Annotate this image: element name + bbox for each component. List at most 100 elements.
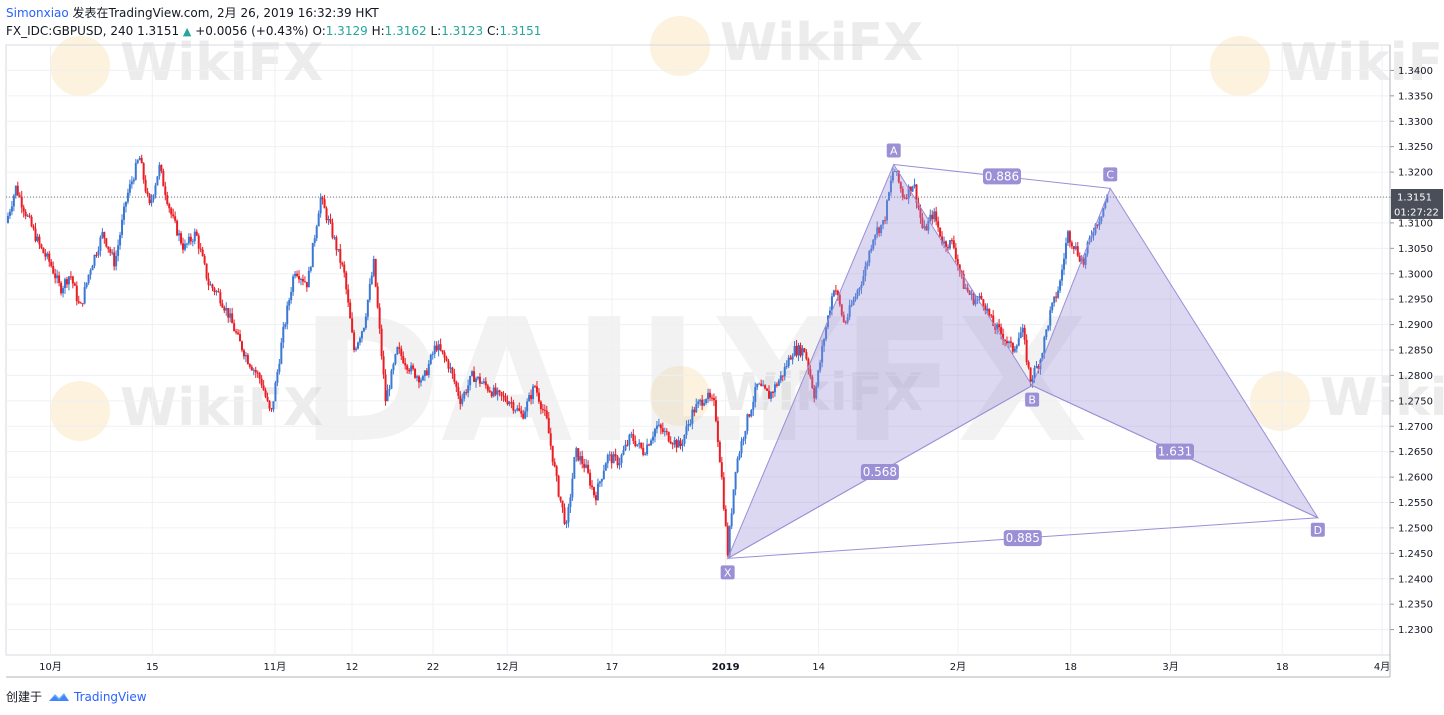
candle-body (486, 385, 489, 391)
candle-up (36, 233, 39, 243)
candle-up (758, 382, 761, 385)
candle-body (130, 181, 133, 185)
candle-body (439, 344, 442, 351)
candle-body (172, 214, 175, 217)
candle-body (573, 457, 576, 479)
candle-body (854, 296, 857, 300)
candle-up (736, 456, 739, 474)
candle-down (199, 242, 202, 253)
candle-up (423, 370, 426, 382)
candle-up (740, 437, 743, 458)
harmonic-pattern[interactable]: 0.886 0.568 1.631 0.885 X A B C D (720, 143, 1325, 580)
candle-body (162, 170, 165, 187)
candle-down (166, 191, 169, 206)
y-tick-label: 1.2450 (1398, 549, 1433, 560)
candle-down (781, 375, 784, 382)
candle-body (577, 448, 580, 461)
candle-up (860, 281, 863, 294)
candle-down (349, 298, 352, 319)
candle-body (1057, 290, 1060, 298)
candle-body (1070, 242, 1073, 247)
candle-body (290, 291, 293, 301)
candle-body (355, 348, 358, 351)
candle-up (317, 210, 320, 227)
candle-body (866, 262, 869, 267)
candle-up (386, 384, 389, 402)
candle-down (925, 223, 928, 231)
candle-down (518, 402, 521, 412)
candle-body (1051, 302, 1054, 311)
candle-down (561, 500, 564, 513)
candle-body (748, 414, 751, 417)
candle-down (239, 329, 242, 342)
candle-down (616, 454, 619, 469)
candle-body (358, 338, 361, 343)
ratio-badge-bg (860, 464, 899, 480)
candle-body (785, 366, 788, 368)
candle-up (1013, 345, 1016, 353)
candle-body (526, 401, 529, 412)
candle-up (134, 158, 137, 181)
candle-body (445, 357, 448, 361)
candle-up (606, 453, 609, 469)
candle-down (201, 246, 204, 257)
candle-up (734, 471, 737, 496)
author-link[interactable]: Simonxiao (6, 6, 69, 20)
tradingview-link[interactable]: TradingView (48, 688, 147, 706)
candle-body (889, 180, 892, 193)
candle-down (227, 308, 230, 323)
candle-down (901, 186, 904, 201)
candle-up (91, 264, 94, 271)
candle-body (128, 184, 131, 193)
candle-body (886, 200, 889, 221)
candle-down (148, 193, 151, 206)
candle-up (604, 462, 607, 471)
candle-up (290, 287, 293, 304)
candle-body (52, 266, 55, 274)
candle-up (410, 362, 413, 375)
candle-up (508, 401, 511, 407)
candle-body (840, 304, 843, 316)
candle-body (811, 376, 814, 388)
candle-body (351, 318, 354, 333)
candle-body (174, 216, 177, 221)
y-tick-label: 1.2950 (1398, 295, 1433, 306)
candle-body (848, 305, 851, 318)
candle-up (673, 436, 676, 448)
candle-body (305, 281, 308, 288)
candle-body (187, 236, 190, 244)
candle-down (262, 380, 265, 391)
candle-down (520, 405, 523, 418)
candle-up (431, 351, 434, 360)
candle-up (1057, 286, 1060, 299)
candle-body (132, 179, 135, 182)
candle-body (1019, 332, 1022, 339)
candle-up (602, 464, 605, 480)
candle-body (669, 441, 672, 444)
candle-body (836, 290, 839, 295)
candle-body (653, 429, 656, 437)
candle-up (136, 159, 139, 165)
candle-down (203, 254, 206, 266)
candle-body (258, 373, 261, 379)
candle-down (162, 168, 165, 187)
candle-up (154, 182, 157, 199)
candle-down (254, 366, 257, 378)
candle-body (620, 454, 623, 464)
candle-down (675, 438, 678, 453)
candle-body (974, 299, 977, 305)
candle-up (801, 345, 804, 361)
candle-up (126, 188, 129, 205)
candle-down (506, 395, 509, 406)
candle-up (856, 288, 859, 300)
candle-up (929, 209, 932, 224)
candle-down (1070, 240, 1073, 250)
candle-down (343, 261, 346, 278)
candle-body (95, 254, 98, 256)
candle-body (229, 313, 232, 318)
candle-body (16, 185, 19, 196)
candle-down (1011, 342, 1014, 355)
candle-body (178, 233, 181, 236)
point-badge-bg (1310, 522, 1325, 537)
